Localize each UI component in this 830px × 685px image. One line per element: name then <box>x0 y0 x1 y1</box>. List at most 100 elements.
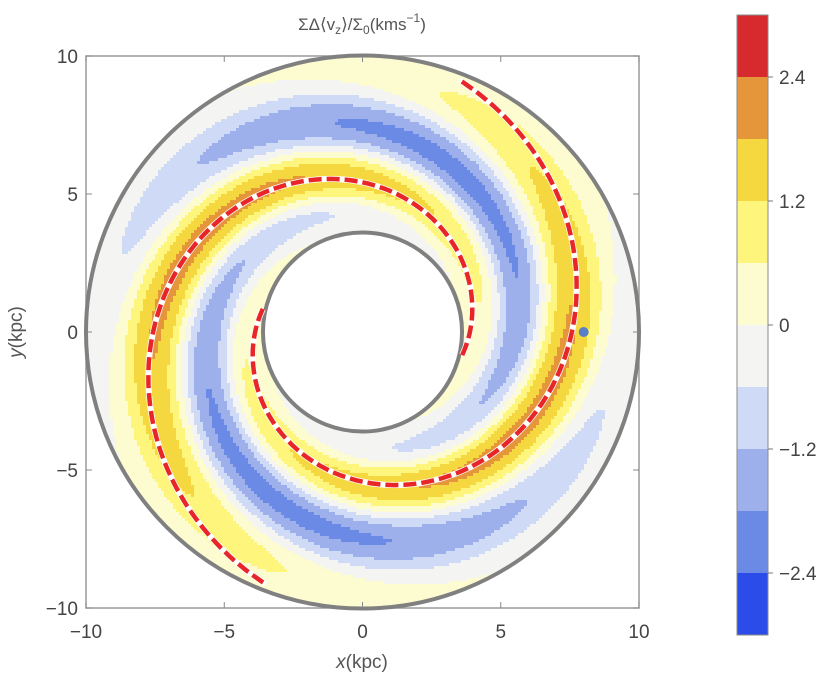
contour-cell <box>257 89 261 93</box>
contour-cell <box>386 101 390 105</box>
contour-cell <box>359 68 363 72</box>
contour-cell <box>293 77 297 81</box>
contour-cell <box>494 92 498 96</box>
contour-cell <box>374 92 378 96</box>
contour-cell <box>266 95 270 99</box>
contour-cell <box>293 71 297 75</box>
contour-cell <box>434 68 438 72</box>
contour-cell <box>332 95 336 99</box>
contour-cell <box>353 56 357 60</box>
contour-cell <box>407 83 411 87</box>
contour-cell <box>299 77 303 81</box>
contour-cell <box>299 83 303 87</box>
contour-cell <box>284 77 288 81</box>
contour-cell <box>368 74 372 78</box>
contour-cell <box>413 68 417 72</box>
contour-cell <box>371 92 375 96</box>
contour-cell <box>335 65 339 69</box>
contour-cell <box>356 74 360 78</box>
contour-cell <box>371 83 375 87</box>
contour-cell <box>422 83 426 87</box>
contour-cell <box>266 83 270 87</box>
contour-cell <box>413 83 417 87</box>
contour-cell <box>401 92 405 96</box>
contour-cell <box>239 89 243 93</box>
contour-cell <box>260 77 264 81</box>
contour-cell <box>344 92 348 96</box>
contour-cell <box>425 74 429 78</box>
contour-cell <box>356 98 360 102</box>
contour-cell <box>263 98 267 102</box>
contour-cell <box>368 77 372 81</box>
contour-cell <box>350 59 354 63</box>
contour-cell <box>437 92 441 96</box>
contour-cell <box>404 68 408 72</box>
contour-cell <box>308 80 312 84</box>
contour-cell <box>248 86 252 90</box>
contour-cell <box>314 92 318 96</box>
contour-cell <box>497 95 501 99</box>
contour-cell <box>479 101 483 105</box>
contour-cell <box>266 98 270 102</box>
contour-cell <box>470 95 474 99</box>
contour-cell <box>251 101 255 105</box>
contour-cell <box>443 86 447 90</box>
contour-cell <box>335 83 339 87</box>
contour-cell <box>365 68 369 72</box>
contour-cell <box>380 80 384 84</box>
contour-cell <box>305 92 309 96</box>
contour-cell <box>458 89 462 93</box>
contour-cell <box>236 101 240 105</box>
contour-cell <box>299 74 303 78</box>
contour-cell <box>341 98 345 102</box>
contour-cell <box>437 98 441 102</box>
contour-cell <box>473 104 477 108</box>
contour-cell <box>338 98 342 102</box>
contour-cell <box>416 95 420 99</box>
contour-cell <box>278 80 282 84</box>
contour-cell <box>239 98 243 102</box>
contour-cell <box>326 77 330 81</box>
contour-cell <box>335 101 339 105</box>
contour-cell <box>410 104 414 108</box>
contour-cell <box>365 71 369 75</box>
contour-cell <box>449 89 453 93</box>
contour-cell <box>344 80 348 84</box>
contour-cell <box>389 65 393 69</box>
contour-cell <box>296 71 300 75</box>
contour-cell <box>275 101 279 105</box>
contour-cell <box>275 104 279 108</box>
contour-cell <box>497 92 501 96</box>
contour-cell <box>347 89 351 93</box>
contour-cell <box>215 101 219 105</box>
contour-cell <box>491 95 495 99</box>
contour-cell <box>287 95 291 99</box>
contour-cell <box>383 101 387 105</box>
contour-cell <box>335 98 339 102</box>
contour-cell <box>233 101 237 105</box>
contour-cell <box>320 80 324 84</box>
contour-cell <box>464 98 468 102</box>
contour-cell <box>380 77 384 81</box>
contour-cell <box>419 71 423 75</box>
contour-cell <box>263 80 267 84</box>
contour-cell <box>428 80 432 84</box>
contour-cell <box>323 77 327 81</box>
contour-cell <box>320 68 324 72</box>
contour-cell <box>329 83 333 87</box>
contour-cell <box>416 89 420 93</box>
contour-cell <box>371 74 375 78</box>
contour-cell <box>326 104 330 108</box>
contour-cell <box>287 74 291 78</box>
contour-cell <box>269 86 273 90</box>
contour-cell <box>395 104 399 108</box>
contour-cell <box>389 59 393 63</box>
contour-cell <box>404 92 408 96</box>
contour-cell <box>389 71 393 75</box>
contour-cell <box>404 62 408 66</box>
contour-cell <box>233 92 237 96</box>
contour-cell <box>284 101 288 105</box>
contour-cell <box>362 62 366 66</box>
contour-cell <box>299 101 303 105</box>
contour-cell <box>437 71 441 75</box>
